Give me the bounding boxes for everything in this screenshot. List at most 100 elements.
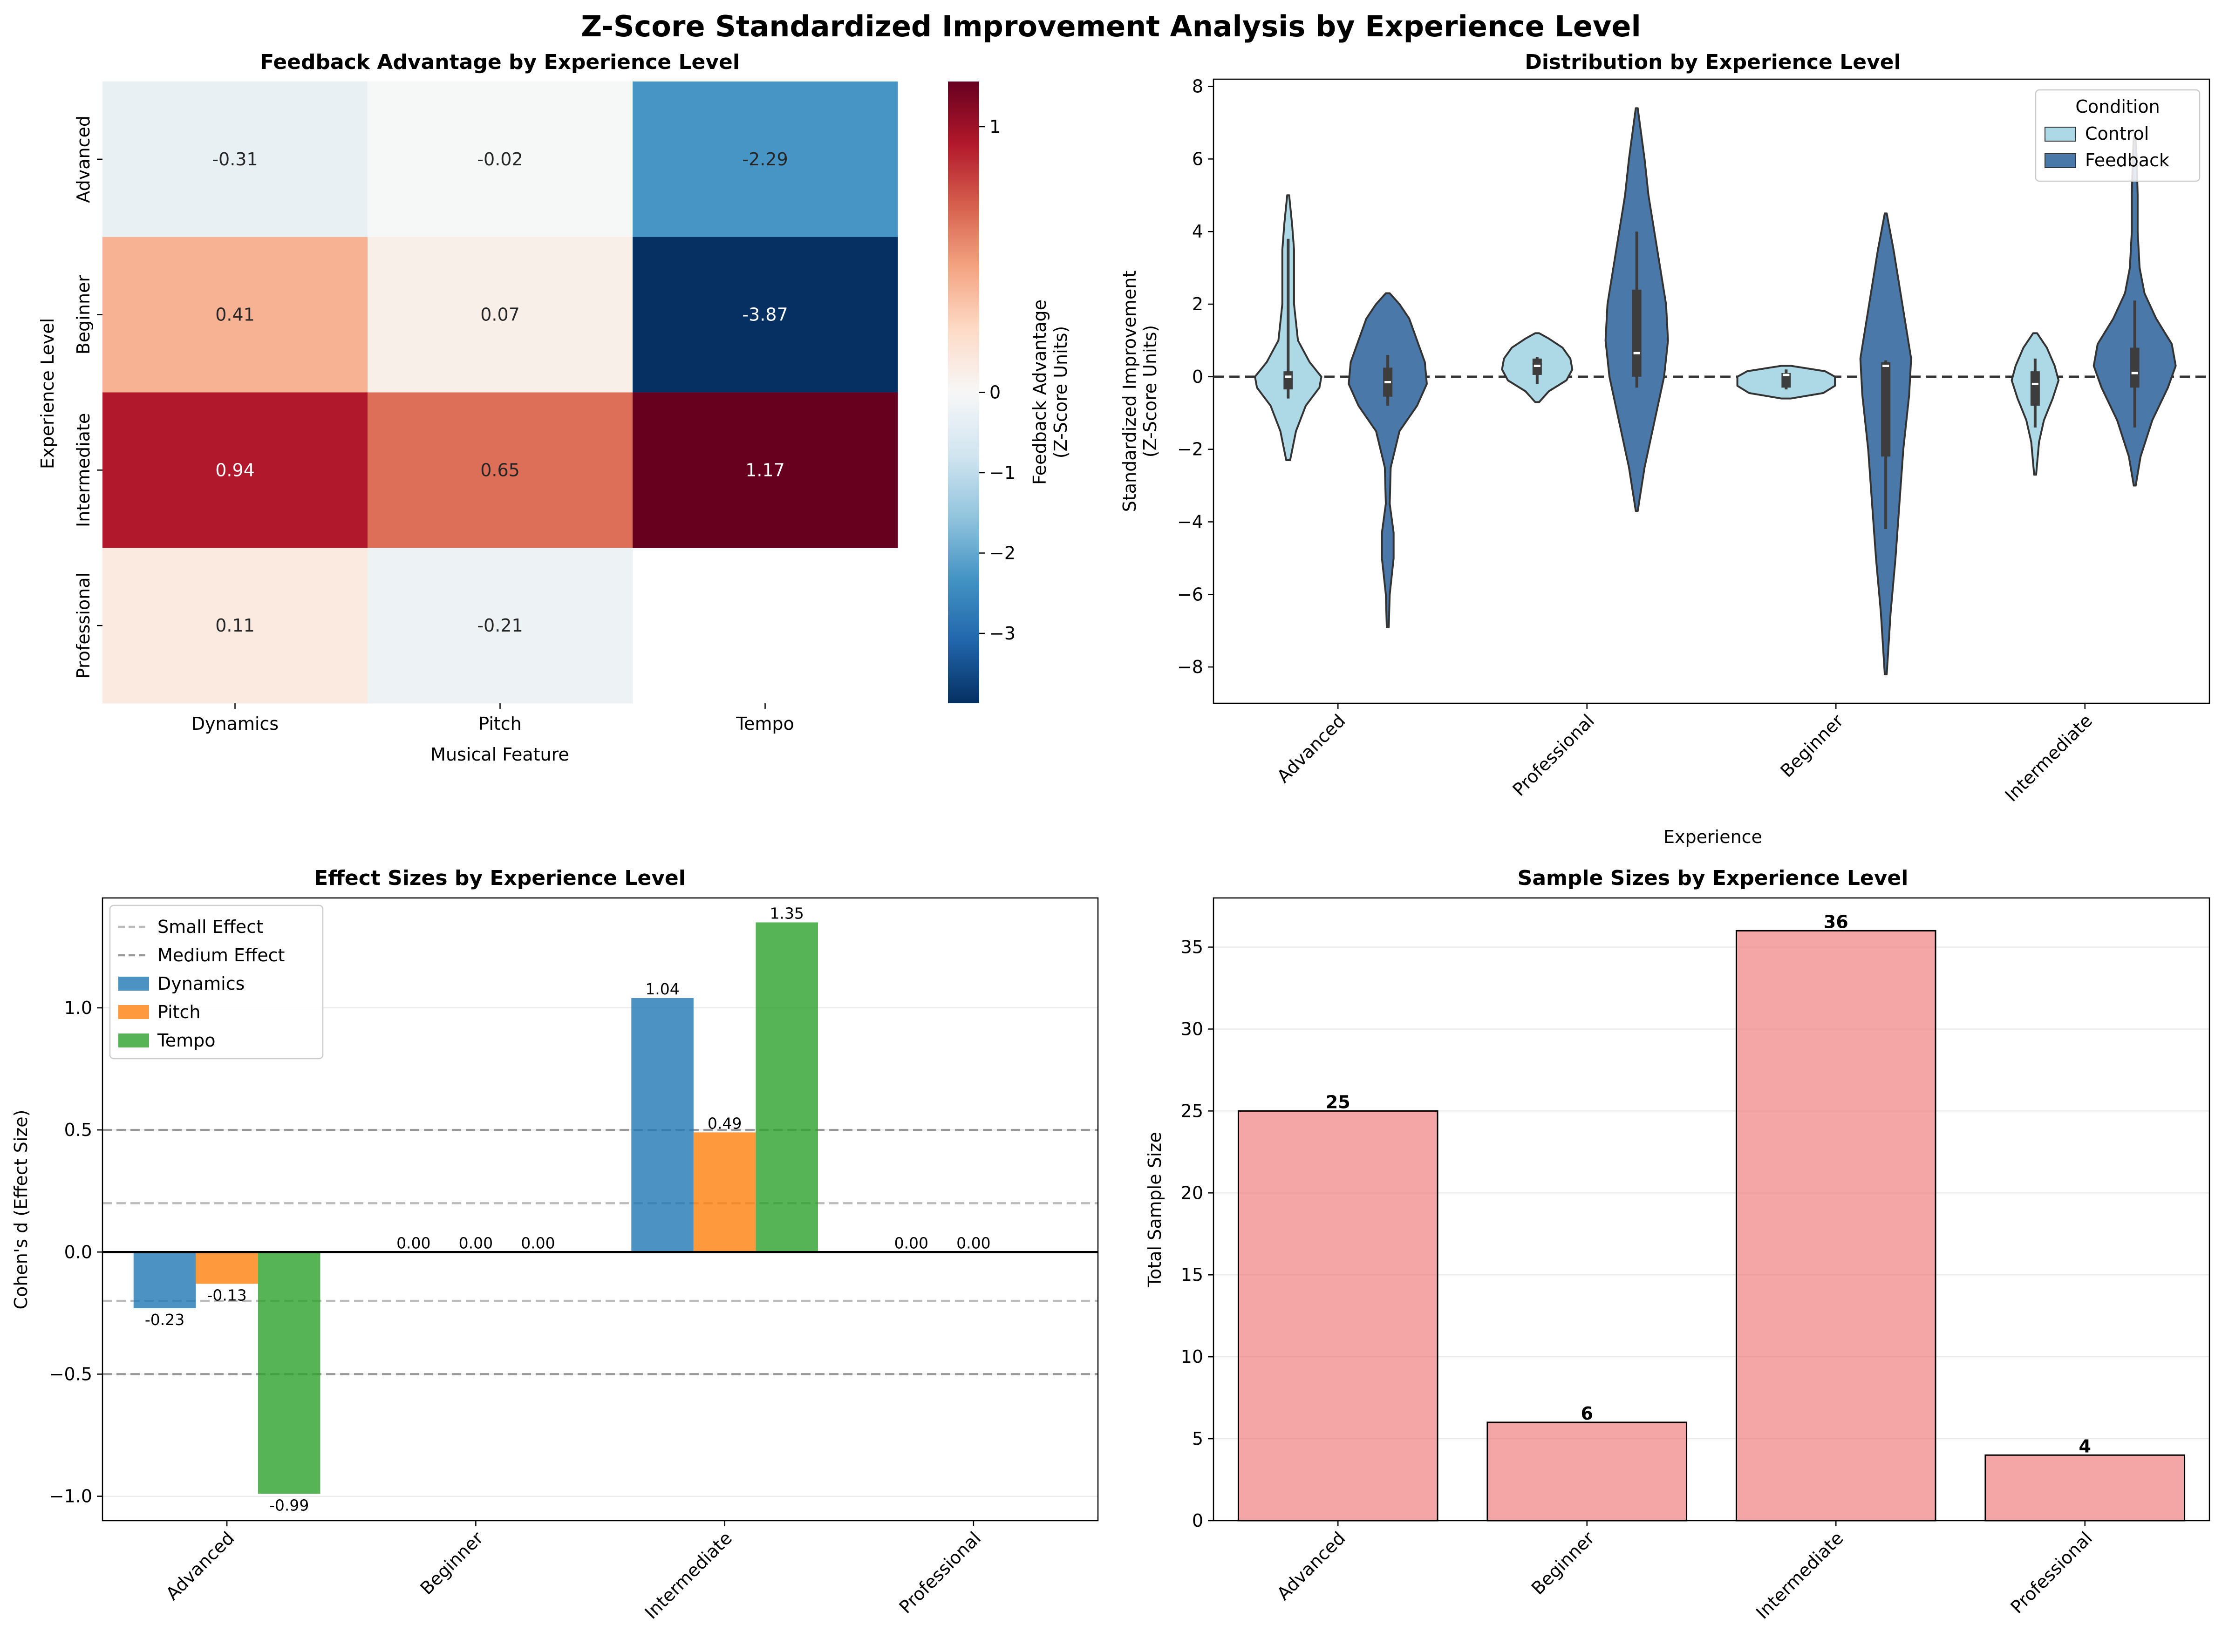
violin-legend-title: Condition <box>2075 96 2160 117</box>
violin-iqr-box-control-advanced <box>1283 371 1293 390</box>
heatmap-cell-label-advanced-dynamics: -0.31 <box>212 149 258 170</box>
heatmap-x-tick-dynamics: Dynamics <box>191 714 279 734</box>
violin-iqr-box-feedback-beginner <box>1881 362 1891 457</box>
colorbar-tick-label: −1 <box>989 462 1016 483</box>
effect-x-tick-professional: Professional <box>895 1528 985 1618</box>
heatmap-x-tick-tempo: Tempo <box>736 714 794 734</box>
sample-bar-beginner <box>1486 1421 1688 1522</box>
colorbar-tick-label: −2 <box>989 543 1016 563</box>
sample-y-tick-label: 15 <box>1181 1264 1203 1285</box>
violin-panel: Distribution by Experience Level 8 6 4 2 0 −2… <box>1119 50 2210 847</box>
heatmap-cell-advanced-tempo <box>633 82 898 238</box>
effect-label-dynamics-professional: 0.00 <box>894 1234 928 1252</box>
sample-x-ticks: Advanced Beginner Intermediate Professional <box>1273 1521 2096 1623</box>
effect-bars <box>133 922 818 1494</box>
heatmap-x-tick-pitch: Pitch <box>478 714 522 734</box>
violin-legend-feedback: Feedback <box>2085 150 2169 170</box>
heatmap-cells: -0.31 -0.02 -2.29 0.41 0.07 -3.87 0.94 0.65 1.17… <box>102 82 898 704</box>
sample-y-tick-label: 25 <box>1181 1101 1203 1121</box>
effect-bar-pitch-advanced <box>196 1252 258 1284</box>
colorbar-ticks: 1 0 −1 −2 −3 <box>979 116 1016 644</box>
sample-bar-advanced <box>1237 1110 1438 1522</box>
effect-label-tempo-intermediate: 1.35 <box>770 904 804 922</box>
effect-legend-medium-effect: Medium Effect <box>157 945 285 965</box>
legend-swatch-feedback <box>2045 153 2076 168</box>
heatmap-cell-label-beginner-pitch: 0.07 <box>480 305 520 325</box>
effect-label-dynamics-advanced: -0.23 <box>145 1311 184 1329</box>
effect-label-tempo-beginner: 0.00 <box>521 1234 555 1252</box>
violin-title: Distribution by Experience Level <box>1525 50 1901 74</box>
heatmap-cell-label-intermediate-tempo: 1.17 <box>745 460 785 480</box>
effect-legend-pitch: Pitch <box>157 1002 201 1022</box>
heatmap-cell-professional-dynamics <box>102 548 368 704</box>
effect-legend-dynamics: Dynamics <box>157 973 245 994</box>
effect-y-tick-label: 1.0 <box>64 998 92 1018</box>
effect-bar-dynamics-advanced <box>133 1252 196 1308</box>
colorbar-label-line2: (Z-Score Units) <box>1050 326 1071 458</box>
violin-x-tick-advanced: Advanced <box>1273 710 1350 787</box>
effect-legend-swatch-pitch <box>118 1005 149 1019</box>
effect-x-ticks: Advanced Beginner Intermediate Professional <box>162 1521 985 1623</box>
heatmap-x-ticks: Dynamics Pitch Tempo <box>191 703 794 734</box>
heatmap-title: Feedback Advantage by Experience Level <box>260 50 740 74</box>
effect-label-dynamics-intermediate: 1.04 <box>645 980 679 998</box>
violin-y-tick-label: 4 <box>1192 221 1203 242</box>
violin-iqr-box-control-beginner <box>1781 373 1791 388</box>
violins <box>1254 107 2177 675</box>
heatmap-y-ticks: Advanced Beginner Intermediate Professional <box>73 116 102 679</box>
effect-y-tick-label: −1.0 <box>49 1486 92 1507</box>
effect-label-pitch-professional: 0.00 <box>956 1234 990 1252</box>
heatmap-cell-beginner-tempo <box>633 237 898 393</box>
effect-y-tick-label: 0.5 <box>64 1120 92 1140</box>
heatmap-cell-intermediate-pitch <box>368 392 633 548</box>
sample-x-tick-advanced: Advanced <box>1273 1528 1350 1604</box>
legend-swatch-control <box>2045 127 2076 142</box>
sample-plot-area <box>1213 897 2210 1522</box>
figure-title: Z-Score Standardized Improvement Analysi… <box>581 9 1641 43</box>
effect-legend: Small Effect Medium Effect Dynamics Pitch Te… <box>109 904 324 1060</box>
heatmap-cell-label-professional-dynamics: 0.11 <box>215 615 255 636</box>
sample-x-tick-beginner: Beginner <box>1527 1528 1599 1599</box>
effect-x-tick-advanced: Advanced <box>162 1528 239 1604</box>
sample-y-tick-label: 20 <box>1181 1183 1203 1203</box>
effect-bar-tempo-advanced <box>258 1252 320 1494</box>
effect-bar-pitch-intermediate <box>693 1132 756 1252</box>
sample-y-tick-label: 35 <box>1181 937 1203 958</box>
sample-y-tick-label: 30 <box>1181 1019 1203 1039</box>
effect-title: Effect Sizes by Experience Level <box>314 866 686 890</box>
effect-plot-area <box>102 897 1099 1522</box>
heatmap-cell-advanced-dynamics <box>102 82 368 238</box>
heatmap-cell-label-advanced-tempo: -2.29 <box>742 149 788 170</box>
violin-y-tick-label: 2 <box>1192 294 1203 314</box>
violin-legend: Condition Control Feedback <box>2035 89 2201 182</box>
sample-bar-professional <box>1984 1454 2186 1522</box>
effect-legend-tempo: Tempo <box>157 1030 216 1051</box>
violin-x-tick-professional: Professional <box>1509 710 1599 800</box>
colorbar-label-line1: Feedback Advantage <box>1029 299 1050 485</box>
heatmap-cell-label-beginner-dynamics: 0.41 <box>215 305 255 325</box>
heatmap-cell-intermediate-tempo <box>633 392 898 548</box>
effect-x-tick-intermediate: Intermediate <box>641 1528 736 1623</box>
colorbar <box>948 82 979 703</box>
effect-x-tick-beginner: Beginner <box>416 1528 488 1599</box>
effect-reference-lines <box>102 1129 1098 1375</box>
heatmap-cell-label-beginner-tempo: -3.87 <box>742 305 788 325</box>
sample-y-ticks: 0 5 10 15 20 25 30 35 <box>1181 937 1213 1531</box>
heatmap-y-tick-professional: Professional <box>73 572 94 679</box>
sample-label-professional: 4 <box>2079 1436 2091 1456</box>
heatmap-cell-advanced-pitch <box>368 82 633 238</box>
sample-bar-intermediate <box>1735 930 1936 1522</box>
violin-y-tick-label: −4 <box>1177 511 1203 532</box>
colorbar-tick-label: 0 <box>989 382 1001 403</box>
violin-x-tick-intermediate: Intermediate <box>2001 710 2096 805</box>
heatmap-cell-label-intermediate-pitch: 0.65 <box>480 460 520 480</box>
violin-plot-area <box>1213 78 2210 704</box>
sample-y-tick-label: 10 <box>1181 1346 1203 1367</box>
heatmap-cell-label-intermediate-dynamics: 0.94 <box>215 460 255 480</box>
effect-legend-small-effect: Small Effect <box>157 917 263 937</box>
violin-iqr-box-feedback-intermediate <box>2130 347 2140 388</box>
effect-y-tick-label: −0.5 <box>49 1364 92 1384</box>
colorbar-tick-label: 1 <box>989 116 1001 137</box>
violin-y-tick-label: −2 <box>1177 439 1203 460</box>
violin-y-tick-label: −8 <box>1177 657 1203 677</box>
